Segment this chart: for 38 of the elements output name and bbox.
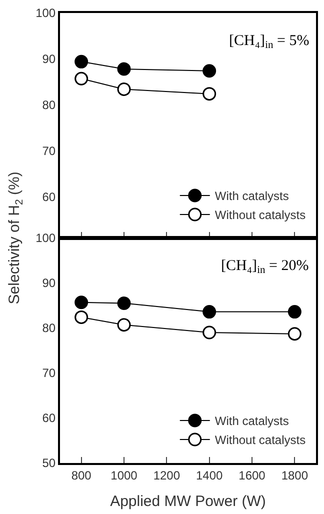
x-tick-label: 1600 (238, 468, 266, 482)
point (74, 54, 88, 68)
point (117, 296, 131, 310)
annotation: [CH₄]$_{in}$ = 5% (229, 33, 310, 52)
legend-label: Without catalysts (214, 433, 306, 448)
x-axis-title: Applied MW Power (W) (110, 492, 266, 510)
x-tick-label: 1000 (110, 468, 138, 482)
y-tick-label: 100 (36, 231, 56, 246)
y-tick-label: 70 (42, 366, 56, 380)
point (202, 64, 216, 78)
annotation: [CH₄]$_{in}$ = 20% (221, 258, 309, 276)
point (288, 305, 302, 319)
x-tick-label: 1400 (196, 468, 223, 482)
legend-label: With catalysts (214, 414, 289, 428)
y-tick-label: 80 (42, 321, 56, 336)
y-tick-label: 60 (42, 190, 56, 204)
y-tick-label: 70 (42, 144, 56, 158)
point (117, 82, 131, 96)
point (117, 318, 131, 332)
y-tick-label: 60 (42, 411, 56, 426)
x-tick-label: 800 (71, 468, 92, 482)
y-tick-label: 50 (42, 456, 56, 470)
point (202, 87, 216, 101)
y-tick-label: 90 (42, 52, 56, 66)
point (288, 327, 302, 341)
legend-label: With catalysts (214, 189, 289, 204)
point (74, 310, 88, 324)
point (74, 72, 88, 86)
point (202, 305, 216, 319)
point (202, 326, 216, 340)
x-tick-label: 1200 (153, 468, 180, 482)
point (74, 296, 88, 310)
y-tick-label: 90 (42, 276, 56, 290)
y-tick-label: 100 (36, 6, 56, 20)
y-tick-label: 80 (42, 98, 56, 112)
legend-label: Without catalysts (214, 208, 306, 222)
x-tick-label: 1800 (281, 468, 308, 482)
point (117, 62, 131, 76)
